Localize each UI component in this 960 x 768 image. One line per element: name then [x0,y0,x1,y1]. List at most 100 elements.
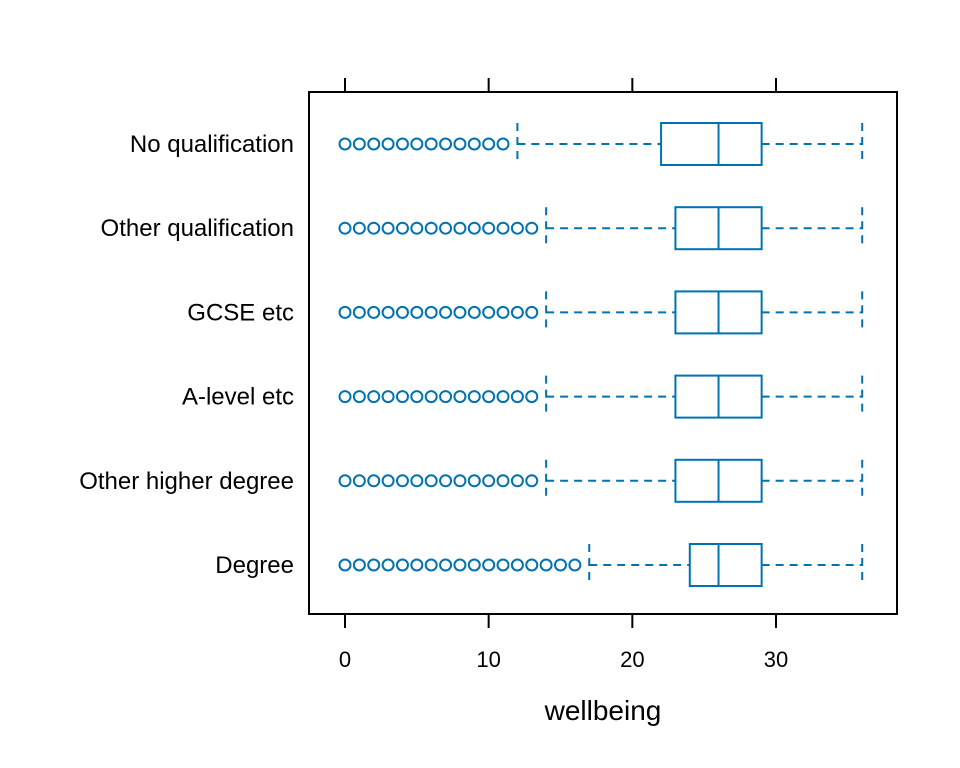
x-tick-label: 30 [764,647,788,672]
outlier-point [453,137,467,151]
outlier-point [510,558,524,572]
outlier-point [510,390,524,404]
outlier-point [525,558,539,572]
iqr-box [688,543,763,587]
outlier-point [467,137,481,151]
outlier-point [381,390,395,404]
outlier-point [525,305,539,319]
outlier-point [381,137,395,151]
outlier-point [338,137,352,151]
outlier-point [439,390,453,404]
outlier-point [510,474,524,488]
outlier-point [410,305,424,319]
outlier-point [410,221,424,235]
outlier-point [424,558,438,572]
outlier-point [381,474,395,488]
outlier-point [424,221,438,235]
outlier-point [482,137,496,151]
outlier-point [381,221,395,235]
outlier-point [496,221,510,235]
outlier-point [338,390,352,404]
outlier-point [467,221,481,235]
outlier-point [367,305,381,319]
outlier-point [496,558,510,572]
outlier-point [367,137,381,151]
outlier-point [467,474,481,488]
outlier-point [568,558,582,572]
box-row [338,290,864,335]
outlier-point [352,390,366,404]
iqr-box [660,122,763,166]
outlier-point [496,137,510,151]
outlier-point [453,221,467,235]
outlier-point [395,305,409,319]
bottom-ticks [344,614,777,628]
category-label: Other higher degree [79,468,294,495]
outlier-point [395,221,409,235]
x-axis-label: wellbeing [544,695,662,726]
outlier-point [338,221,352,235]
outlier-point [453,305,467,319]
category-label: Other qualification [101,215,294,242]
outlier-point [424,305,438,319]
outlier-point [395,137,409,151]
box-row [338,206,864,251]
outlier-point [482,305,496,319]
outlier-point [525,221,539,235]
outlier-point [395,390,409,404]
plot-frame [308,91,898,615]
outlier-point [338,558,352,572]
category-labels: No qualification Other qualification GCSE … [79,131,294,579]
outlier-point [539,558,553,572]
outlier-point [410,390,424,404]
x-tick-label: 20 [620,647,644,672]
outlier-point [338,474,352,488]
outlier-point [395,558,409,572]
outlier-point [410,137,424,151]
outlier-point [496,474,510,488]
outlier-point [424,474,438,488]
outlier-point [482,558,496,572]
outlier-point [381,305,395,319]
outlier-point [352,221,366,235]
outlier-point [367,558,381,572]
category-label: Degree [215,552,294,579]
outlier-point [525,390,539,404]
x-tick-labels: 0 10 20 30 [339,647,788,672]
x-tick-label: 10 [476,647,500,672]
outlier-point [439,474,453,488]
outlier-point [525,474,539,488]
outlier-point [453,390,467,404]
box-row [338,543,864,587]
outlier-point [352,474,366,488]
outlier-point [439,305,453,319]
outlier-point [496,305,510,319]
category-label: No qualification [130,131,294,158]
x-tick-label: 0 [339,647,351,672]
outlier-point [381,558,395,572]
outlier-point [395,474,409,488]
outlier-point [338,305,352,319]
outlier-point [482,221,496,235]
box-row [338,122,864,166]
outlier-point [352,305,366,319]
outlier-point [482,474,496,488]
category-label: GCSE etc [187,299,294,326]
outlier-point [424,390,438,404]
outlier-point [367,221,381,235]
outlier-point [439,221,453,235]
outlier-point [367,390,381,404]
outlier-point [467,305,481,319]
outlier-point [352,558,366,572]
outlier-point [410,558,424,572]
boxes-layer [338,122,864,587]
outlier-point [510,221,524,235]
outlier-point [554,558,567,572]
outlier-point [467,558,481,572]
outlier-point [482,390,496,404]
top-ticks [344,78,777,92]
outlier-point [367,474,381,488]
outlier-point [424,137,438,151]
outlier-point [510,305,524,319]
